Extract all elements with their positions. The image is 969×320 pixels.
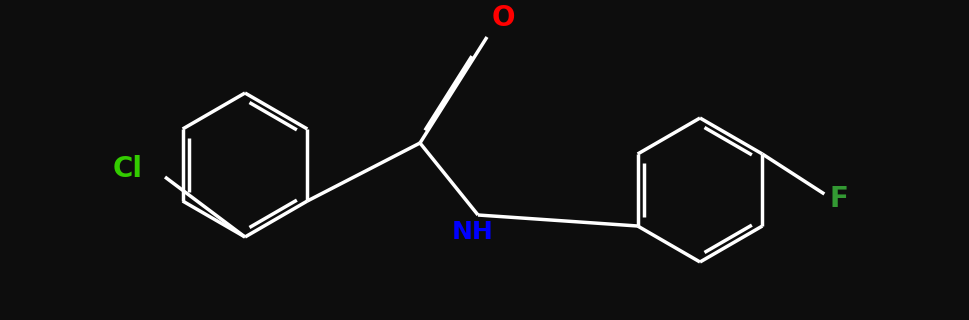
Text: O: O [491, 4, 515, 32]
Text: NH: NH [452, 220, 493, 244]
Text: Cl: Cl [112, 155, 142, 183]
Text: F: F [828, 185, 847, 213]
